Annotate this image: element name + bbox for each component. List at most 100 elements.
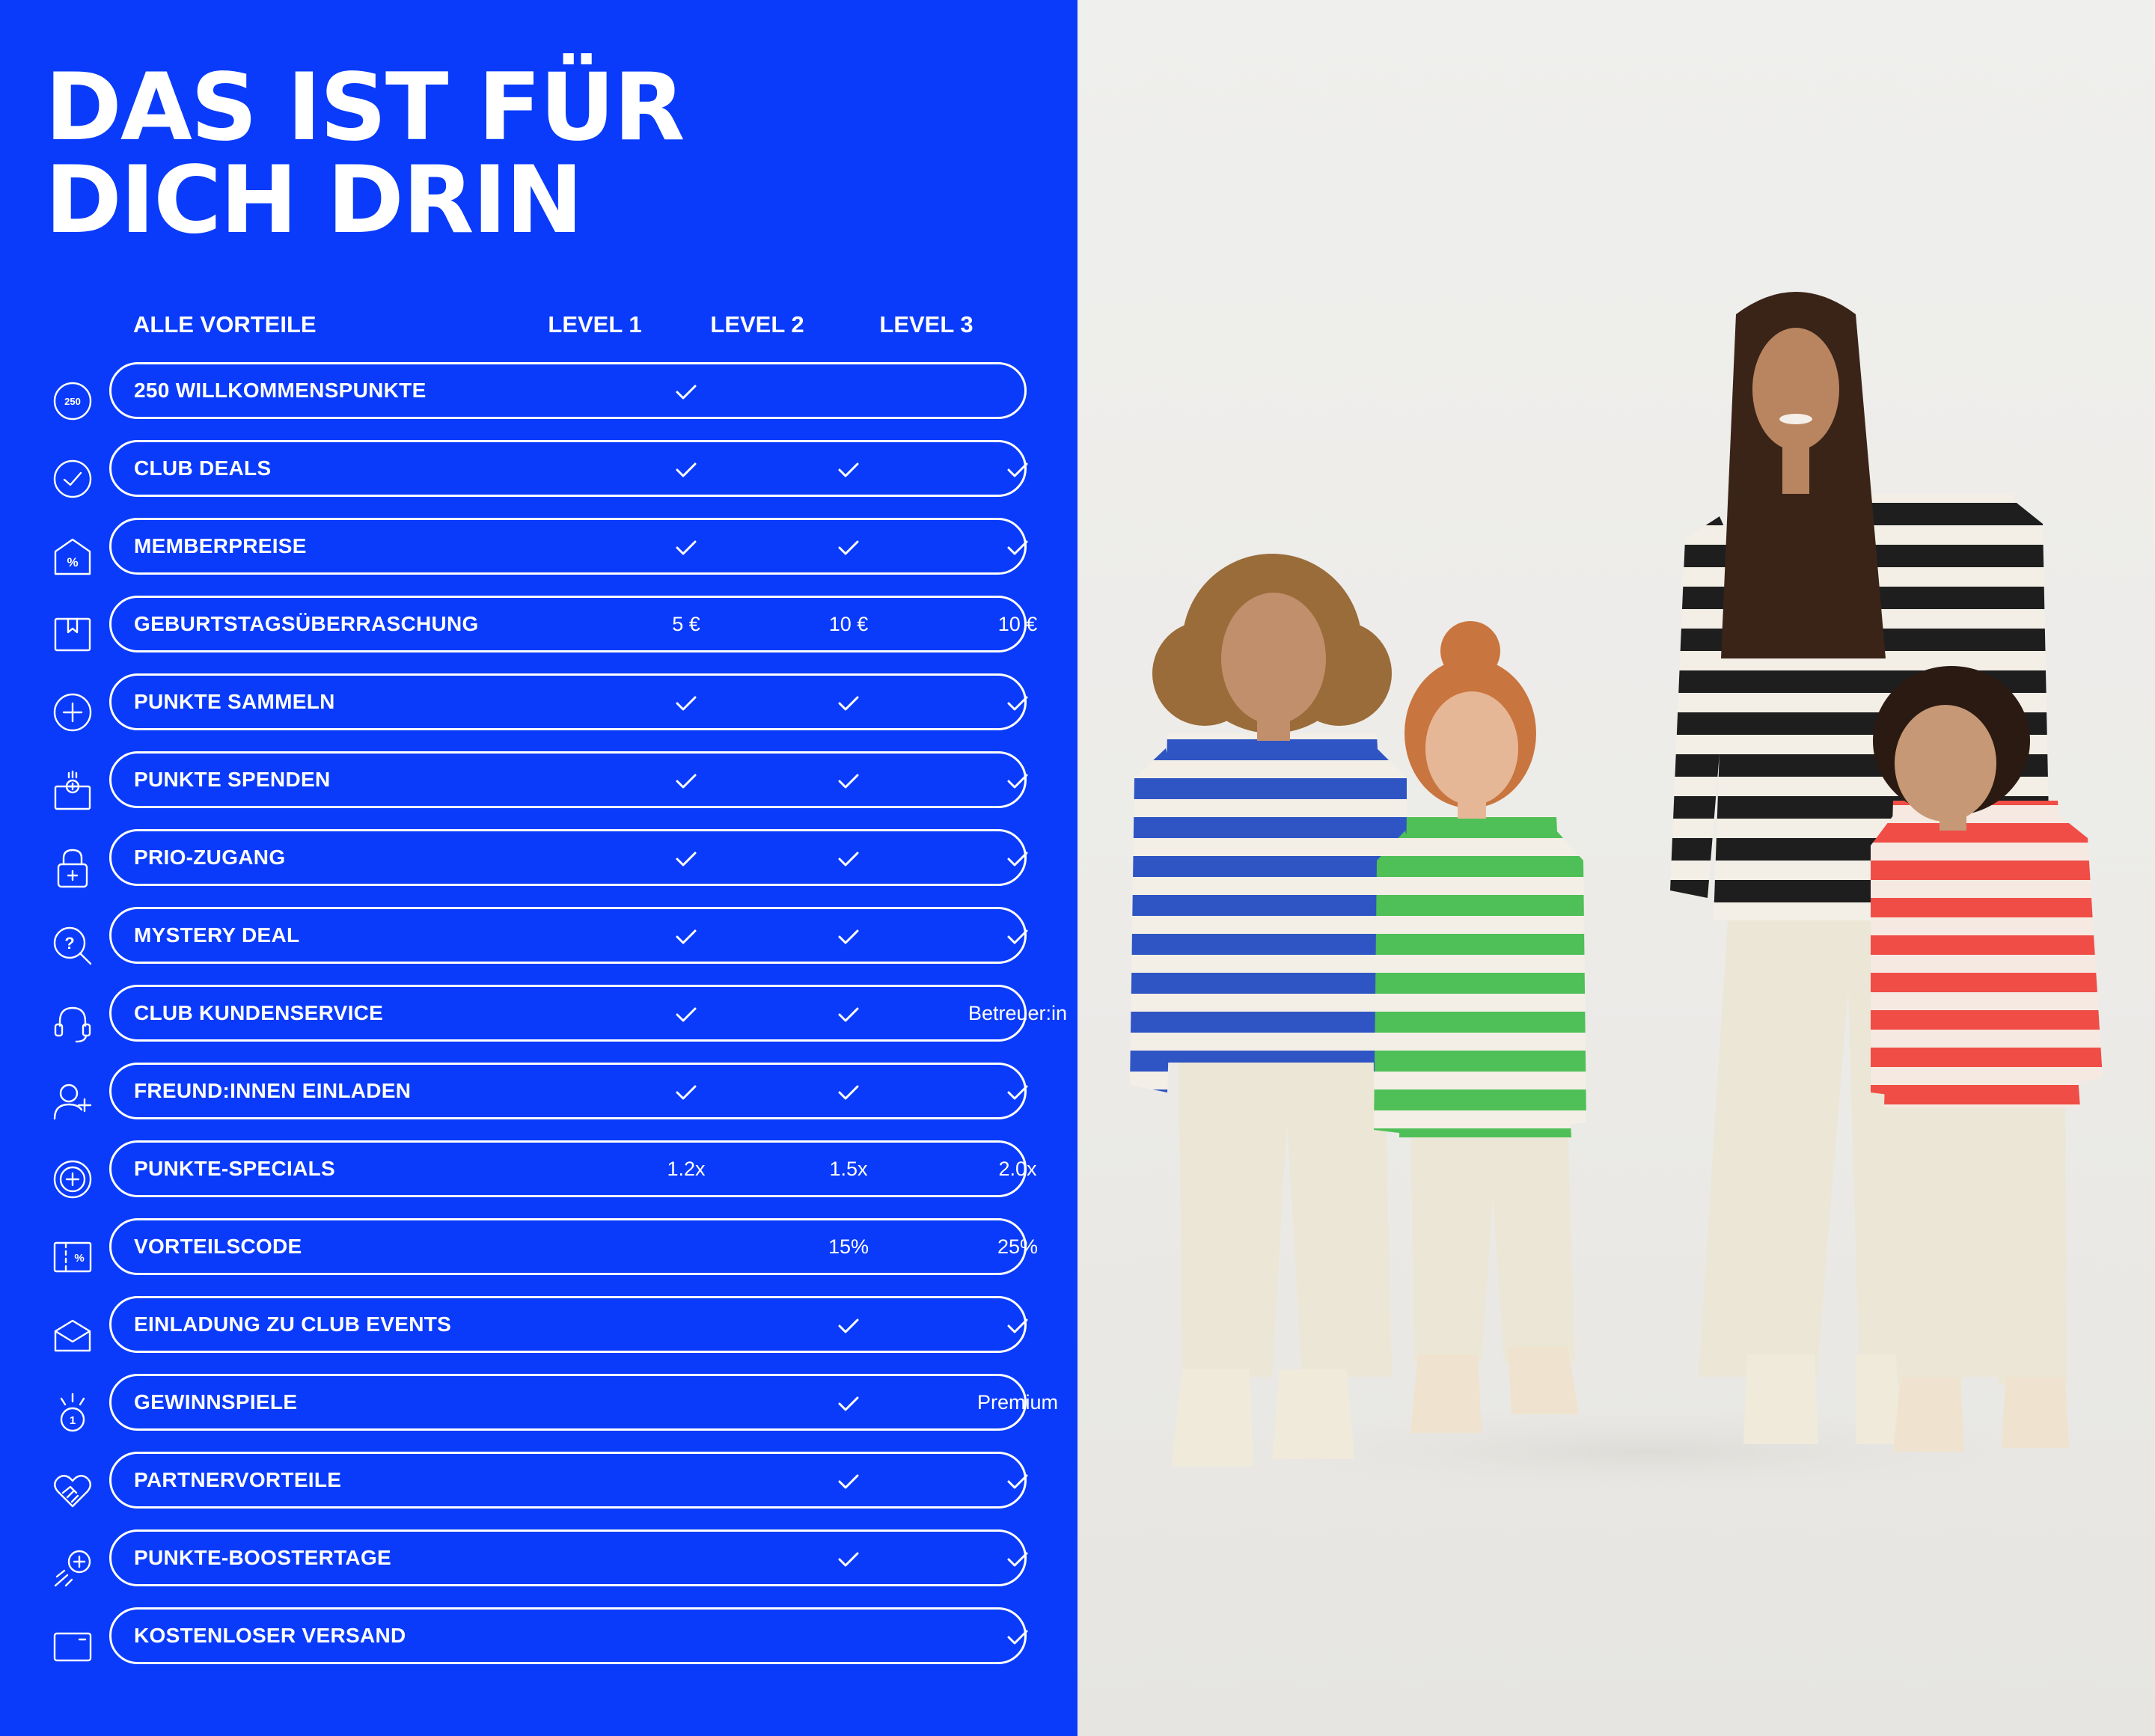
level-1-cell — [596, 364, 776, 417]
check-icon — [676, 774, 697, 789]
points-coin-icon — [52, 1159, 93, 1199]
level-1-cell — [596, 1298, 776, 1351]
benefit-label: 250 WILLKOMMENSPUNKTE — [134, 379, 427, 402]
benefit-label: PUNKTE-SPECIALS — [134, 1157, 335, 1180]
table-row: 250 250 WILLKOMMENSPUNKTE — [0, 362, 1078, 440]
check-icon — [1007, 540, 1028, 555]
check-icon — [838, 462, 859, 477]
benefit-row-pill: MYSTERY DEAL — [109, 907, 1028, 964]
check-icon — [676, 540, 697, 555]
svg-text:%: % — [74, 1252, 84, 1265]
shipping-card-icon — [52, 1626, 93, 1666]
level-3-cell — [928, 676, 1078, 728]
donation-box-icon — [52, 770, 93, 810]
check-icon — [1007, 1318, 1028, 1333]
benefit-row-pill: PUNKTE SAMMELN — [109, 673, 1028, 730]
level-1-cell: 5 € — [672, 613, 700, 635]
level-2-cell — [759, 676, 938, 728]
envelope-icon — [52, 1315, 93, 1355]
benefit-label: MYSTERY DEAL — [134, 923, 300, 947]
headset-icon — [52, 1003, 93, 1044]
level-3-cell — [928, 909, 1078, 962]
check-icon — [676, 462, 697, 477]
figure-child-green-shirt — [1374, 621, 1586, 1433]
level-3-cell — [928, 520, 1078, 572]
benefit-row-pill: PUNKTE-BOOSTERTAGE — [109, 1529, 1028, 1586]
level-3-cell — [928, 442, 1078, 495]
level-3-cell — [928, 1298, 1078, 1351]
level-1-cell — [596, 1220, 776, 1273]
benefit-row-pill: VORTEILSCODE 15% 25% — [109, 1218, 1038, 1275]
level-3-cell: Premium — [976, 1391, 1058, 1413]
voucher-percent-icon: % — [52, 1237, 93, 1277]
benefit-row-pill: KOSTENLOSER VERSAND — [109, 1607, 1028, 1664]
benefit-row-pill: GEWINNSPIELE Premium — [109, 1374, 1058, 1431]
level-1-cell — [596, 1532, 776, 1584]
welcome-points-250-icon: 250 — [52, 381, 93, 421]
level-1-cell — [596, 442, 776, 495]
table-row: % VORTEILSCODE 15% 25% — [0, 1218, 1078, 1296]
level-2-cell — [759, 987, 938, 1039]
benefit-row-pill: PUNKTE SPENDEN — [109, 751, 1028, 808]
level-1-cell — [596, 987, 776, 1039]
benefit-row-pill: 250 WILLKOMMENSPUNKTE — [109, 362, 1027, 419]
level-2-cell: 15% — [828, 1235, 869, 1258]
table-row: ? MYSTERY DEAL — [0, 907, 1078, 985]
check-icon — [1007, 1085, 1028, 1100]
table-row: PARTNERVORTEILE — [0, 1452, 1078, 1529]
table-row: PRIO-ZUGANG — [0, 829, 1078, 907]
check-icon — [838, 696, 859, 711]
level-2-cell — [759, 442, 938, 495]
level-3-cell — [928, 1532, 1078, 1584]
level-3-cell: Betreuer:in — [968, 1002, 1068, 1024]
svg-text:1: 1 — [70, 1414, 76, 1427]
table-row: PUNKTE SPENDEN — [0, 751, 1078, 829]
level-2-cell — [759, 1532, 938, 1584]
benefit-label: VORTEILSCODE — [134, 1235, 302, 1258]
level-1-cell — [596, 1376, 776, 1428]
boost-plus-icon — [52, 1548, 93, 1589]
level-1-cell — [596, 909, 776, 962]
benefit-label: EINLADUNG ZU CLUB EVENTS — [134, 1312, 452, 1336]
gift-box-icon — [52, 614, 93, 655]
family-photo-illustration — [1130, 292, 2103, 1497]
level-3-cell — [928, 364, 1078, 417]
level-3-cell: 10 € — [997, 613, 1038, 635]
benefit-row-pill: FREUND:INNEN EINLADEN — [109, 1063, 1028, 1119]
benefit-label: PUNKTE-BOOSTERTAGE — [134, 1546, 391, 1569]
benefit-label: PARTNERVORTEILE — [134, 1468, 342, 1491]
check-icon — [1007, 929, 1028, 944]
check-icon — [838, 1318, 859, 1333]
column-header-level-3: LEVEL 3 — [879, 311, 973, 337]
level-2-cell — [759, 909, 938, 962]
level-3-cell: 25% — [997, 1235, 1039, 1258]
check-icon — [1007, 774, 1028, 789]
figure-child-blue-shirt — [1130, 554, 1407, 1467]
table-row: FREUND:INNEN EINLADEN — [0, 1063, 1078, 1140]
figure-child-red-shirt — [1871, 666, 2103, 1452]
level-1-cell — [596, 520, 776, 572]
plus-circle-icon — [52, 692, 93, 733]
lock-plus-icon — [52, 848, 93, 888]
svg-text:250: 250 — [64, 396, 81, 407]
benefit-label: KOSTENLOSER VERSAND — [134, 1624, 406, 1647]
level-2-cell — [759, 1065, 938, 1117]
benefit-label: CLUB DEALS — [134, 456, 272, 480]
check-icon — [838, 540, 859, 555]
benefit-row-pill: PRIO-ZUGANG — [109, 829, 1028, 886]
check-icon — [838, 1396, 859, 1411]
benefit-label: PRIO-ZUGANG — [134, 846, 286, 869]
handshake-heart-icon — [52, 1470, 93, 1511]
level-2-cell — [759, 1298, 938, 1351]
level-1-cell — [596, 1610, 776, 1662]
benefits-table: 250 250 WILLKOMMENSPUNKTE CLUB DEALS% MEMBE… — [0, 362, 1078, 1685]
level-2-cell — [759, 1610, 938, 1662]
column-header-benefits: ALLE VORTEILE — [133, 311, 317, 337]
check-icon — [838, 774, 859, 789]
column-header-level-1: LEVEL 1 — [548, 311, 642, 337]
table-row: CLUB DEALS — [0, 440, 1078, 518]
table-header: ALLE VORTEILE LEVEL 1 LEVEL 2 LEVEL 3 — [0, 311, 1078, 341]
family-photo — [1078, 0, 2155, 1736]
level-1-cell — [596, 676, 776, 728]
check-circle-icon — [52, 459, 93, 499]
